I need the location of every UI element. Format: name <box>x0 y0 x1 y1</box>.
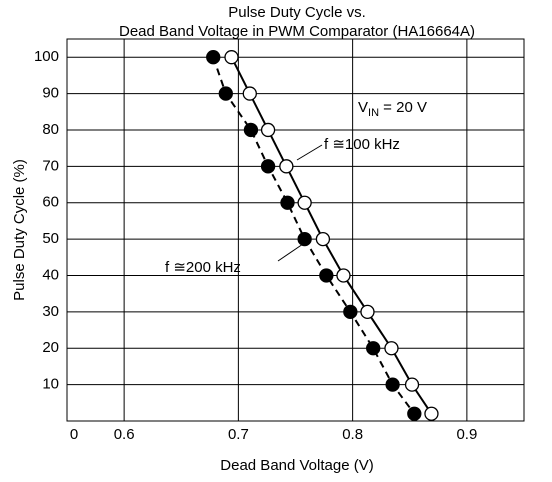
data-point <box>242 86 257 101</box>
y-tick-label: 20 <box>42 339 59 356</box>
data-point <box>243 122 259 138</box>
y-tick-label: 30 <box>42 303 59 320</box>
data-point <box>384 341 399 356</box>
x-axis-label: Dead Band Voltage (V) <box>220 457 373 474</box>
data-point <box>315 231 331 247</box>
annotation-main: V <box>358 99 368 116</box>
data-point <box>224 50 239 65</box>
y-tick-label: 60 <box>42 194 59 211</box>
pointer <box>296 144 323 161</box>
pointer <box>277 243 304 262</box>
y-axis-label: Pulse Duty Cycle (%) <box>11 159 28 301</box>
y-tick-label: 100 <box>34 48 59 65</box>
x-tick-label: 0.9 <box>456 426 477 443</box>
x-tick-label: 0.8 <box>342 426 363 443</box>
data-point <box>343 304 358 320</box>
chart-title: Dead Band Voltage in PWM Comparator (HA1… <box>119 23 475 40</box>
data-point <box>319 268 334 283</box>
y-tick-label: 10 <box>42 376 59 393</box>
data-point <box>366 341 381 356</box>
data-point <box>218 86 233 101</box>
series-label: f ≅100 kHz <box>324 136 400 153</box>
data-point <box>279 159 294 174</box>
chart-title: Pulse Duty Cycle vs. <box>228 4 366 21</box>
data-point <box>297 231 312 247</box>
data-point <box>404 377 420 392</box>
data-point <box>360 304 375 320</box>
data-point <box>206 50 221 65</box>
x-tick-label: 0.7 <box>228 426 249 443</box>
data-point <box>260 122 276 138</box>
annotation-sub: IN <box>368 107 379 119</box>
annotation-rest: = 20 V <box>379 99 427 116</box>
plot-frame <box>66 38 525 422</box>
x-tick-label: 0.6 <box>114 426 135 443</box>
y-tick-label: 70 <box>42 157 59 174</box>
y-tick-label: 90 <box>42 85 59 102</box>
annotation: VIN = 20 V <box>358 99 427 119</box>
data-point <box>336 268 351 283</box>
data-point <box>407 406 422 421</box>
data-point <box>385 377 400 392</box>
data-point <box>260 159 276 174</box>
data-point <box>297 195 312 210</box>
y-tick-label: 50 <box>42 230 59 247</box>
y-tick-label: 0 <box>70 426 78 443</box>
series-label: f ≅200 kHz <box>165 259 241 276</box>
data-point <box>280 195 295 210</box>
data-point <box>424 406 439 421</box>
y-tick-label: 40 <box>42 266 59 283</box>
y-tick-label: 80 <box>42 121 59 138</box>
